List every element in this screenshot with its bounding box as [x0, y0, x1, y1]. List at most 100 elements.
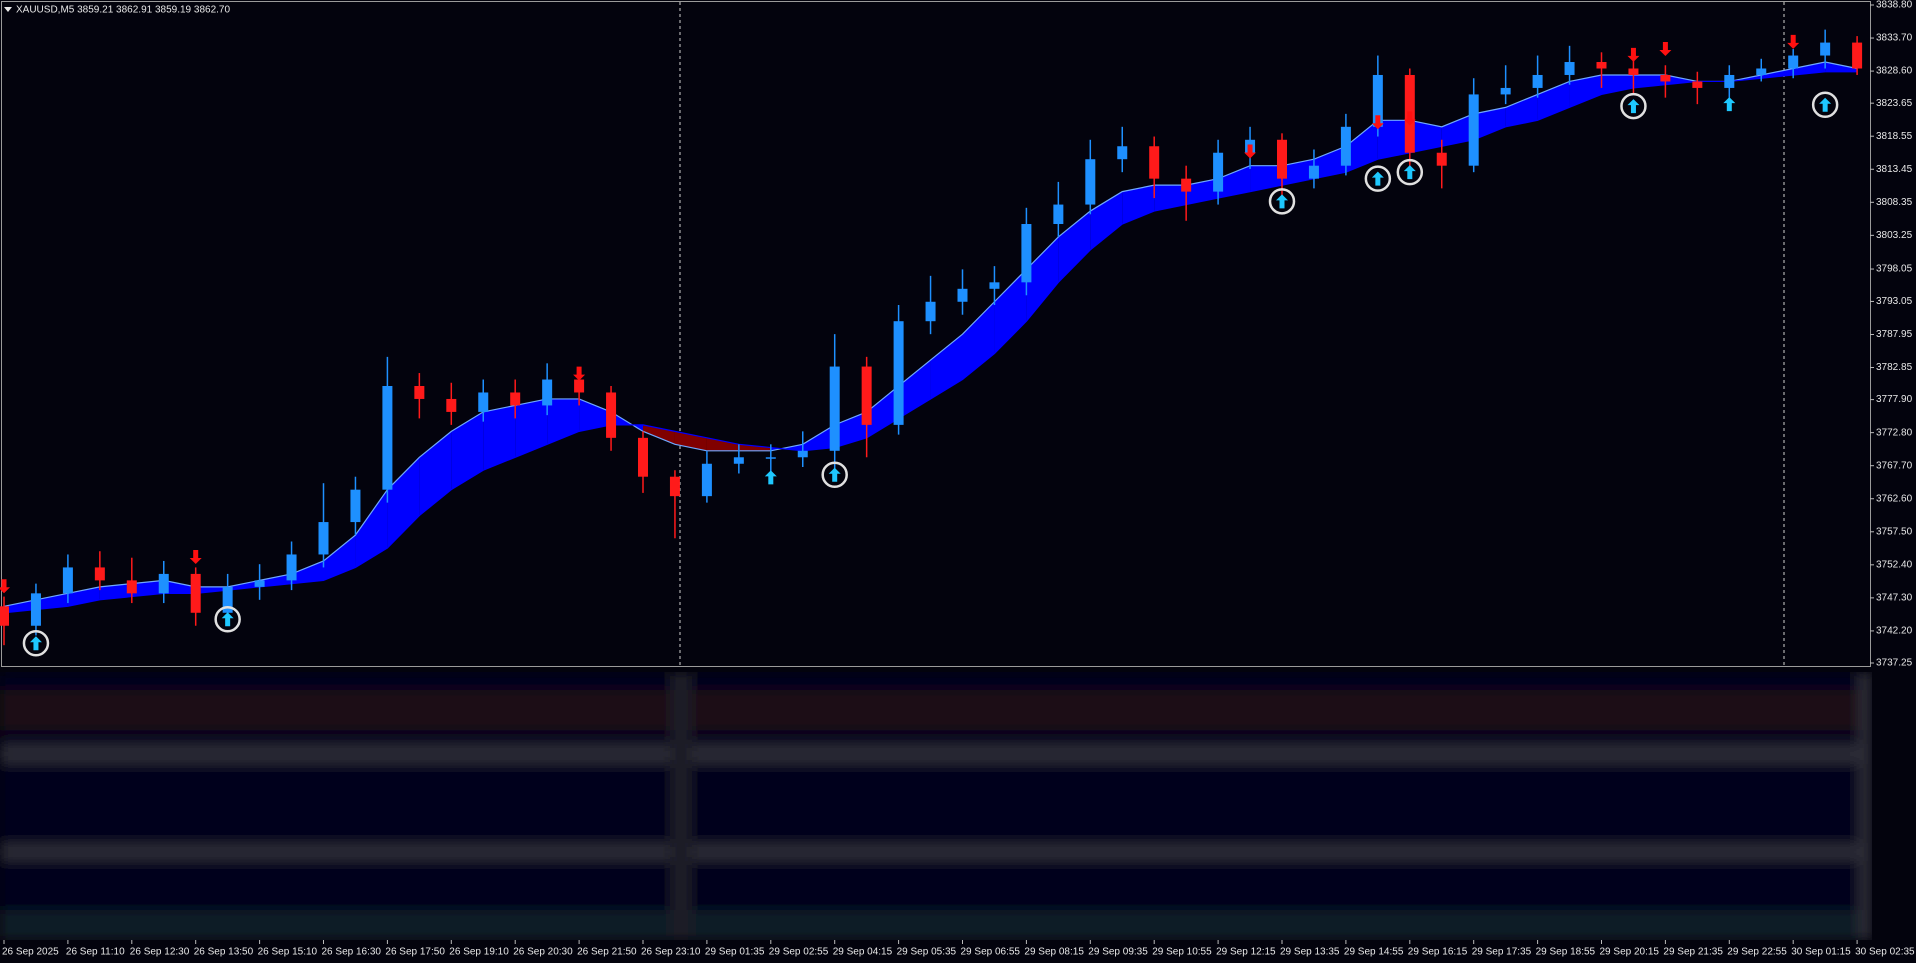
- cloud-segment: [323, 535, 356, 581]
- sell-arrow: [1787, 34, 1800, 49]
- cloud-segment: [1377, 120, 1410, 160]
- y-tick-label: 3742.20: [1876, 626, 1913, 637]
- cloud-segment: [483, 405, 516, 471]
- candle-body: [1788, 55, 1799, 69]
- cloud-segment: [1026, 236, 1059, 322]
- buy-arrow: [828, 467, 841, 482]
- candle-body: [765, 457, 776, 459]
- x-tick-label: 26 Sep 11:10: [66, 947, 125, 958]
- candle-body: [1468, 94, 1479, 166]
- ma-line: [3, 61, 1858, 607]
- candle-body: [1436, 152, 1447, 166]
- symbol-menu-icon[interactable]: [4, 7, 12, 12]
- candle-body: [861, 366, 872, 425]
- candle-body: [1820, 42, 1831, 56]
- candle-body: [478, 392, 489, 412]
- sell-arrow: [1659, 42, 1672, 57]
- x-tick-label: 29 Sep 18:55: [1536, 947, 1596, 958]
- x-tick-label: 29 Sep 08:15: [1024, 947, 1084, 958]
- signal-ring: [22, 629, 50, 657]
- candle-body: [1340, 126, 1351, 166]
- candle-body: [382, 385, 393, 490]
- candle-body: [254, 580, 265, 587]
- candle-body: [1053, 204, 1064, 225]
- candle-body: [286, 554, 297, 581]
- x-tick-label: 26 Sep 15:10: [258, 947, 318, 958]
- cloud-segment: [1154, 185, 1187, 212]
- y-tick-label: 3777.90: [1876, 394, 1913, 405]
- candle-body: [1692, 81, 1703, 88]
- x-tick-label: 29 Sep 06:55: [961, 947, 1021, 958]
- y-tick-label: 3798.05: [1876, 264, 1913, 275]
- buy-arrow: [1403, 165, 1416, 180]
- candle-body: [1117, 146, 1128, 160]
- sell-arrow: [1244, 144, 1257, 159]
- y-tick-label: 3762.60: [1876, 493, 1913, 504]
- buy-arrow: [764, 470, 777, 485]
- signal-ring: [1364, 165, 1392, 192]
- cloud-segment: [1186, 178, 1219, 205]
- cloud-segment: [515, 398, 548, 458]
- cloud-segment: [579, 398, 612, 432]
- cloud-segment: [387, 457, 420, 548]
- indicator-band: [0, 843, 1870, 861]
- cloud-segment: [1282, 159, 1314, 186]
- y-tick-label: 3838.80: [1876, 0, 1913, 11]
- cloud-segment: [547, 398, 580, 445]
- signal-ring: [1268, 188, 1296, 215]
- y-tick-label: 3757.50: [1876, 526, 1913, 537]
- cloud-segment: [1793, 62, 1826, 75]
- x-tick-label: 29 Sep 02:55: [769, 947, 829, 958]
- cloud-segment: [195, 586, 228, 594]
- ma-cloud: [4, 62, 1858, 613]
- candle-body: [30, 593, 41, 626]
- cloud-segment: [1058, 211, 1091, 283]
- buy-arrow: [1276, 194, 1288, 209]
- x-tick-label: 29 Sep 17:35: [1472, 947, 1532, 958]
- x-tick-label: 26 Sep 21:50: [577, 947, 637, 958]
- y-tick-label: 3813.45: [1876, 164, 1913, 175]
- indicator-band: [0, 910, 1870, 940]
- cloud-segment: [259, 573, 292, 587]
- indicator-panels: [0, 672, 1872, 940]
- cloud-segment: [1250, 165, 1282, 192]
- cloud-segment: [451, 411, 484, 490]
- cloud-segment: [1409, 120, 1442, 153]
- cloud-segment: [131, 580, 164, 597]
- sell-arrow: [573, 366, 586, 381]
- cloud-segment: [1569, 74, 1602, 108]
- x-tick-label: 29 Sep 05:35: [897, 947, 957, 958]
- cloud-segment: [930, 334, 963, 399]
- candle-body: [1628, 68, 1639, 75]
- sell-arrow: [189, 550, 202, 565]
- candle-body: [1149, 146, 1160, 179]
- x-tick-label: 29 Sep 16:15: [1408, 947, 1468, 958]
- candle-body: [1596, 62, 1607, 69]
- y-tick-label: 3808.35: [1876, 197, 1913, 208]
- cloud-segment: [1313, 146, 1346, 179]
- cloud-segment: [355, 489, 388, 568]
- ma-line: [3, 71, 1858, 614]
- candle-body: [1500, 87, 1511, 95]
- sell-arrow: [1403, 111, 1416, 126]
- cloud-segment: [4, 599, 36, 613]
- candle-body: [542, 379, 553, 406]
- cloud-segment: [99, 583, 132, 600]
- candle-body: [893, 321, 904, 425]
- candle-body: [414, 385, 425, 399]
- x-tick-label: 30 Sep 01:15: [1791, 947, 1851, 958]
- cloud-segment: [1505, 94, 1538, 127]
- x-tick-label: 29 Sep 12:15: [1216, 947, 1276, 958]
- indicator-band: [0, 690, 1870, 730]
- cloud-segment: [738, 444, 771, 451]
- candle-body: [1021, 224, 1032, 283]
- candle-body: [1852, 42, 1863, 69]
- cloud-segment: [1665, 74, 1698, 85]
- buy-arrow: [221, 612, 234, 627]
- cloud-segment: [1441, 113, 1474, 147]
- candle-body: [1756, 68, 1767, 75]
- x-tick-label: 29 Sep 21:35: [1663, 947, 1723, 958]
- y-tick-label: 3767.70: [1876, 460, 1913, 471]
- y-tick-label: 3737.25: [1876, 658, 1913, 669]
- signal-ring: [1396, 158, 1424, 186]
